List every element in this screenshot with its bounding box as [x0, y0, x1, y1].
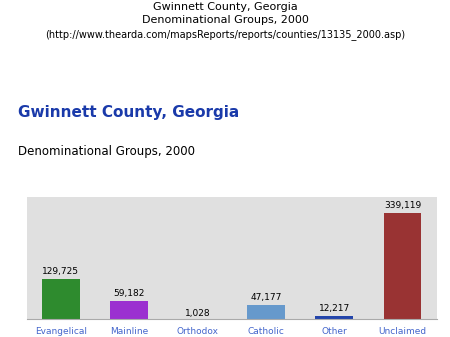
- Text: Denominational Groups, 2000: Denominational Groups, 2000: [18, 145, 195, 158]
- Text: (http://www.thearda.com/mapsReports/reports/counties/13135_2000.asp): (http://www.thearda.com/mapsReports/repo…: [45, 29, 405, 39]
- Bar: [110, 301, 148, 319]
- Text: 59,182: 59,182: [113, 289, 145, 298]
- Text: Denominational Groups, 2000: Denominational Groups, 2000: [142, 15, 308, 25]
- Text: Gwinnett County, Georgia: Gwinnett County, Georgia: [18, 105, 239, 120]
- Bar: [315, 316, 353, 319]
- Bar: [42, 279, 80, 319]
- Text: 47,177: 47,177: [250, 293, 282, 302]
- Text: 1,028: 1,028: [184, 309, 210, 318]
- Text: Gwinnett County, Georgia: Gwinnett County, Georgia: [153, 2, 297, 12]
- Text: 12,217: 12,217: [319, 304, 350, 313]
- Bar: [384, 213, 421, 319]
- Bar: [247, 305, 284, 319]
- Text: 339,119: 339,119: [384, 201, 421, 210]
- Text: 129,725: 129,725: [42, 267, 79, 276]
